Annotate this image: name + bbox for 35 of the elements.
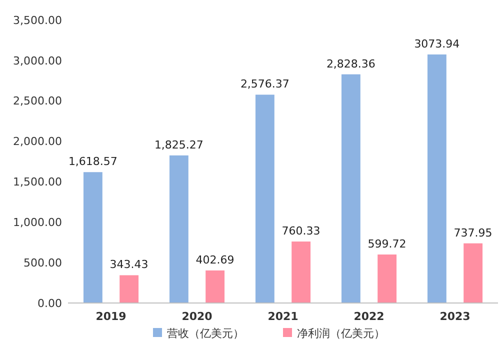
data-label: 2,828.36 bbox=[326, 57, 376, 70]
y-tick-label: 2,000.00 bbox=[13, 135, 62, 148]
bar bbox=[378, 254, 397, 303]
legend-label: 营收（亿美元） bbox=[167, 327, 244, 340]
bar bbox=[120, 275, 139, 303]
bar bbox=[83, 172, 102, 303]
bar bbox=[169, 155, 188, 303]
data-label: 3073.94 bbox=[414, 37, 460, 50]
x-tick-label: 2021 bbox=[268, 310, 298, 323]
data-label: 1,825.27 bbox=[154, 138, 204, 152]
y-tick-label: 3,000.00 bbox=[13, 54, 62, 68]
y-tick-label: 0.00 bbox=[38, 296, 62, 310]
data-label: 760.33 bbox=[282, 224, 320, 238]
data-label: 343.43 bbox=[110, 258, 148, 272]
bar bbox=[292, 242, 311, 303]
data-label: 402.69 bbox=[196, 253, 234, 266]
y-tick-label: 2,500.00 bbox=[13, 94, 62, 108]
data-label: 599.72 bbox=[368, 238, 406, 251]
y-tick-label: 500.00 bbox=[24, 256, 62, 270]
bar bbox=[341, 74, 360, 303]
x-tick-label: 2022 bbox=[354, 310, 384, 323]
y-tick-label: 1,000.00 bbox=[13, 216, 62, 229]
bar bbox=[464, 243, 483, 303]
bar bbox=[255, 94, 274, 303]
x-tick-label: 2019 bbox=[96, 310, 126, 323]
bar bbox=[427, 54, 446, 303]
data-label: 2,576.37 bbox=[240, 78, 290, 91]
y-tick-label: 1,500.00 bbox=[13, 176, 62, 189]
bar bbox=[206, 270, 225, 303]
data-label: 1,618.57 bbox=[68, 155, 118, 168]
y-tick-label: 3,500.00 bbox=[13, 14, 62, 27]
x-tick-label: 2020 bbox=[182, 310, 213, 323]
legend-label: 净利润（亿美元） bbox=[297, 327, 385, 340]
data-label: 737.95 bbox=[454, 226, 492, 240]
x-tick-label: 2023 bbox=[440, 310, 470, 323]
